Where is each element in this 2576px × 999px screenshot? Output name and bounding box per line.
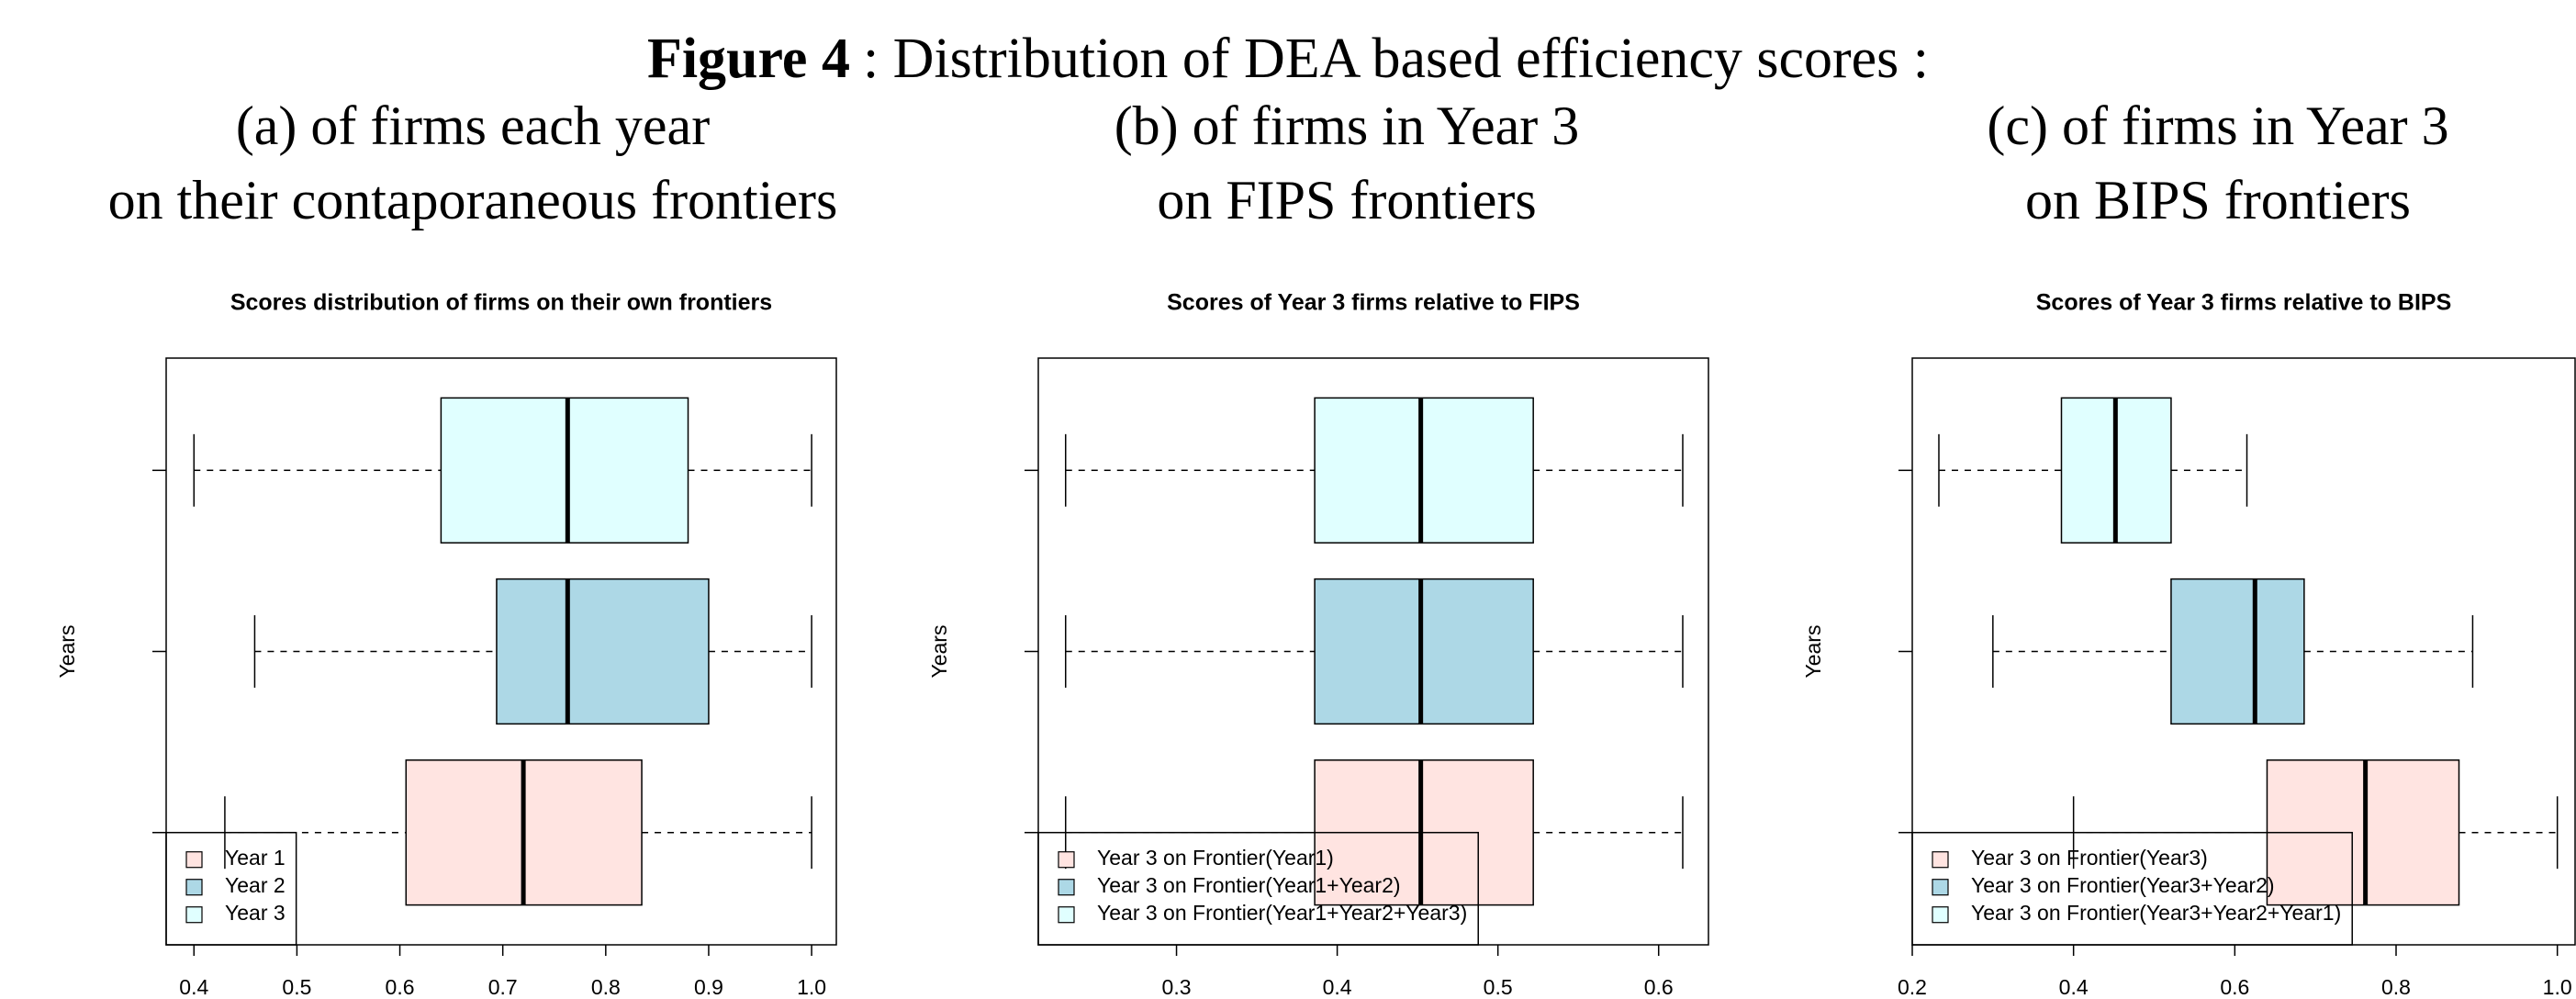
- x-tick-label: 0.5: [282, 975, 311, 999]
- figure-label: Figure 4: [647, 28, 850, 90]
- x-tick-label: 0.7: [488, 975, 518, 999]
- y-axis-label: Years: [927, 625, 951, 679]
- legend-label: Year 3: [225, 901, 286, 925]
- legend-label: Year 1: [225, 846, 286, 870]
- chart-title: Scores distribution of firms on their ow…: [230, 290, 772, 316]
- x-tick-label: 0.4: [1323, 975, 1352, 999]
- legend-box: [165, 831, 297, 946]
- box: [1314, 397, 1534, 544]
- x-tick-label: 1.0: [797, 975, 826, 999]
- panel-heading: (a) of firms each year: [236, 95, 710, 156]
- legend-box: [1911, 831, 2353, 946]
- x-tick-label: 0.6: [2220, 975, 2249, 999]
- x-tick-label: 0.2: [1898, 975, 1927, 999]
- x-tick-label: 0.4: [179, 975, 208, 999]
- panel-heading: (c) of firms in Year 3: [1987, 95, 2448, 156]
- chart-title: Scores of Year 3 firms relative to FIPS: [1167, 290, 1580, 316]
- legend-swatch: [1058, 851, 1075, 869]
- figure-caption: : Distribution of DEA based efficiency s…: [863, 28, 1929, 90]
- legend-label: Year 3 on Frontier(Year1): [1097, 846, 1334, 870]
- panel-heading: on FIPS frontiers: [1157, 170, 1536, 230]
- x-tick-label: 1.0: [2543, 975, 2572, 999]
- panel-heading: on BIPS frontiers: [2025, 170, 2411, 230]
- panel-heading: on their contaporaneous frontiers: [108, 170, 838, 230]
- legend-label: Year 2: [225, 873, 286, 897]
- x-tick-label: 0.5: [1484, 975, 1513, 999]
- legend-swatch: [1932, 906, 1949, 924]
- box: [496, 578, 710, 725]
- legend-swatch: [1058, 906, 1075, 924]
- figure-title: Figure 4: Distribution of DEA based effi…: [647, 28, 1929, 90]
- legend-swatch: [185, 851, 203, 869]
- plot-frame: [165, 357, 837, 946]
- y-axis-label: Years: [55, 625, 79, 679]
- x-tick-label: 0.6: [1644, 975, 1674, 999]
- legend-swatch: [1932, 879, 1949, 896]
- x-tick-label: 0.3: [1162, 975, 1192, 999]
- box: [440, 397, 689, 544]
- legend-label: Year 3 on Frontier(Year3+Year2+Year1): [1971, 901, 2341, 925]
- panel-heading: (b) of firms in Year 3: [1114, 95, 1580, 156]
- legend-label: Year 3 on Frontier(Year1+Year2): [1097, 873, 1401, 897]
- x-tick-label: 0.6: [386, 975, 415, 999]
- box: [1314, 578, 1534, 725]
- legend-swatch: [1058, 879, 1075, 896]
- y-axis-label: Years: [1801, 625, 1825, 679]
- legend-label: Year 3 on Frontier(Year1+Year2+Year3): [1097, 901, 1467, 925]
- legend-swatch: [1932, 851, 1949, 869]
- legend-box: [1037, 831, 1479, 946]
- legend-swatch: [185, 879, 203, 896]
- chart-title: Scores of Year 3 firms relative to BIPS: [2036, 290, 2452, 316]
- x-tick-label: 0.4: [2059, 975, 2089, 999]
- box: [2170, 578, 2305, 725]
- x-tick-label: 0.8: [2381, 975, 2411, 999]
- legend-swatch: [185, 906, 203, 924]
- legend-label: Year 3 on Frontier(Year3): [1971, 846, 2208, 870]
- legend-label: Year 3 on Frontier(Year3+Year2): [1971, 873, 2275, 897]
- x-tick-label: 0.9: [694, 975, 723, 999]
- x-tick-label: 0.8: [591, 975, 621, 999]
